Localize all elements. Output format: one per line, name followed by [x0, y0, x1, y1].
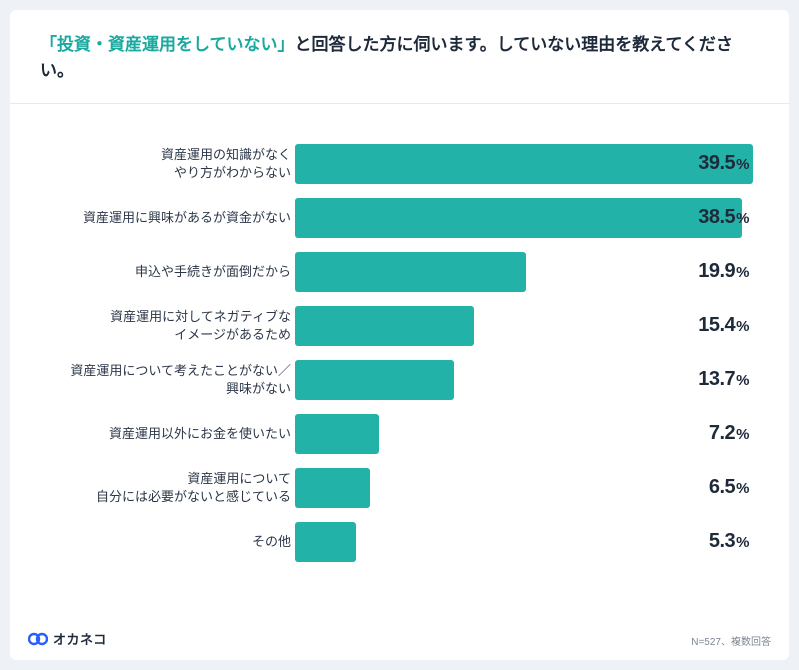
bar-track: 13.7% [295, 360, 759, 400]
bar-label: 資産運用について考えたことがない／興味がない [40, 362, 295, 397]
sample-note: N=527、複数回答 [691, 633, 771, 648]
brand-icon [28, 632, 48, 646]
chart-row: 資産運用以外にお金を使いたい 7.2% [40, 414, 759, 454]
brand-text: オカネコ [53, 629, 107, 648]
bar-value: 15.4% [698, 314, 749, 337]
bar-value: 39.5% [698, 152, 749, 175]
bar-track: 7.2% [295, 414, 759, 454]
bar-label: 資産運用の知識がなくやり方がわからない [40, 146, 295, 181]
bar [295, 522, 356, 562]
bar-label: 資産運用について自分には必要がないと感じている [40, 470, 295, 505]
bar-track: 39.5% [295, 144, 759, 184]
bar-track: 38.5% [295, 198, 759, 238]
bar-track: 19.9% [295, 252, 759, 292]
bar [295, 198, 742, 238]
bar-value: 19.9% [698, 260, 749, 283]
chart-row: 資産運用について考えたことがない／興味がない 13.7% [40, 360, 759, 400]
chart-area: 資産運用の知識がなくやり方がわからない 39.5% 資産運用に興味があるが資金がない… [10, 104, 789, 621]
title-highlight: 「投資・資産運用をしていない」 [40, 35, 295, 54]
chart-row: 資産運用の知識がなくやり方がわからない 39.5% [40, 144, 759, 184]
chart-row: 資産運用について自分には必要がないと感じている 6.5% [40, 468, 759, 508]
chart-row: その他 5.3% [40, 522, 759, 562]
bar-track: 6.5% [295, 468, 759, 508]
chart-row: 申込や手続きが面倒だから 19.9% [40, 252, 759, 292]
card-header: 「投資・資産運用をしていない」と回答した方に伺います。していない理由を教えてくだ… [10, 10, 789, 104]
bar-track: 5.3% [295, 522, 759, 562]
bar [295, 252, 526, 292]
bar [295, 144, 753, 184]
bar-value: 6.5% [709, 476, 749, 499]
bar-value: 7.2% [709, 422, 749, 445]
bar [295, 360, 454, 400]
bar [295, 306, 474, 346]
chart-card: 「投資・資産運用をしていない」と回答した方に伺います。していない理由を教えてくだ… [10, 10, 789, 660]
bar-value: 38.5% [698, 206, 749, 229]
bar-label: 資産運用以外にお金を使いたい [40, 425, 295, 443]
bar [295, 414, 379, 454]
card-footer: オカネコ N=527、複数回答 [10, 621, 789, 660]
bar-track: 15.4% [295, 306, 759, 346]
chart-row: 資産運用に対してネガティブなイメージがあるため 15.4% [40, 306, 759, 346]
bar-label: 資産運用に対してネガティブなイメージがあるため [40, 308, 295, 343]
bar-label: 申込や手続きが面倒だから [40, 263, 295, 281]
bar-label: その他 [40, 533, 295, 551]
bar-label: 資産運用に興味があるが資金がない [40, 209, 295, 227]
brand: オカネコ [28, 629, 107, 648]
chart-title: 「投資・資産運用をしていない」と回答した方に伺います。していない理由を教えてくだ… [40, 32, 759, 85]
bar [295, 468, 370, 508]
bar-value: 5.3% [709, 530, 749, 553]
bar-value: 13.7% [698, 368, 749, 391]
chart-row: 資産運用に興味があるが資金がない 38.5% [40, 198, 759, 238]
